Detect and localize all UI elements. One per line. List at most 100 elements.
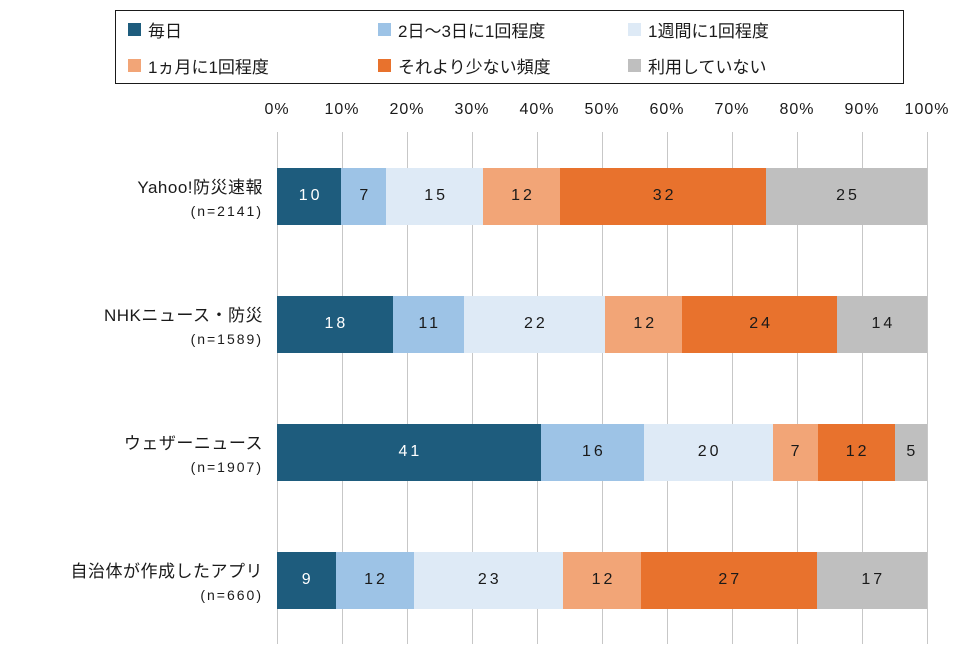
category-sample-size: (n=660) bbox=[200, 587, 263, 603]
legend-label: それより少ない頻度 bbox=[398, 57, 551, 77]
gridline bbox=[276, 132, 278, 644]
segment-value: 17 bbox=[861, 571, 886, 588]
category-label: NHKニュース・防災 (n=1589) bbox=[0, 301, 263, 347]
gridline bbox=[731, 132, 733, 644]
segment-value: 11 bbox=[418, 315, 442, 332]
legend-swatch-icon bbox=[628, 58, 641, 72]
legend-item: 1ヵ月に1回程度 bbox=[128, 53, 378, 78]
gridline bbox=[666, 132, 668, 644]
bar-segment: 17 bbox=[816, 551, 927, 609]
segment-value: 16 bbox=[581, 443, 606, 460]
gridline bbox=[406, 132, 408, 644]
bar-segment: 12 bbox=[335, 551, 414, 609]
gridline bbox=[601, 132, 603, 644]
gridline bbox=[861, 132, 863, 644]
bar-segment: 7 bbox=[341, 167, 387, 225]
bar-segment: 7 bbox=[772, 423, 818, 481]
legend-swatch-icon bbox=[128, 22, 141, 36]
segment-value: 5 bbox=[906, 443, 919, 460]
legend-item: 毎日 bbox=[128, 17, 378, 42]
legend-swatch-icon bbox=[378, 22, 391, 36]
x-axis-tick: 90% bbox=[844, 101, 880, 118]
legend-label: 毎日 bbox=[148, 21, 182, 41]
segment-value: 20 bbox=[697, 443, 722, 460]
x-axis-tick: 0% bbox=[264, 101, 290, 118]
stacked-bar: 9 12 23 12 27 17 bbox=[277, 551, 927, 609]
legend-label: 2日〜3日に1回程度 bbox=[398, 21, 546, 41]
bar-segment: 22 bbox=[463, 295, 606, 353]
legend-item: それより少ない頻度 bbox=[378, 53, 628, 78]
stacked-bar: 18 11 22 12 24 14 bbox=[277, 295, 927, 353]
legend-label: 利用していない bbox=[648, 57, 767, 77]
segment-value: 15 bbox=[424, 187, 449, 204]
segment-value: 14 bbox=[871, 315, 896, 332]
category-labels: Yahoo!防災速報 (n=2141) NHKニュース・防災 (n=1589) ウェザー… bbox=[0, 0, 263, 664]
legend-swatch-icon bbox=[128, 58, 141, 72]
x-axis-tick: 20% bbox=[389, 101, 425, 118]
segment-value: 27 bbox=[718, 571, 743, 588]
legend-item: 利用していない bbox=[628, 53, 878, 78]
segment-value: 32 bbox=[652, 187, 677, 204]
bar-segment: 23 bbox=[413, 551, 563, 609]
bar-segment: 9 bbox=[277, 551, 336, 609]
bar-segment: 41 bbox=[277, 423, 541, 481]
bar-segment: 12 bbox=[563, 551, 641, 609]
bar-segment: 25 bbox=[766, 167, 927, 225]
category-label: Yahoo!防災速報 (n=2141) bbox=[0, 173, 263, 219]
segment-value: 23 bbox=[477, 571, 502, 588]
segment-value: 7 bbox=[790, 443, 803, 460]
segment-value: 12 bbox=[591, 571, 616, 588]
x-axis-tick: 60% bbox=[649, 101, 685, 118]
gridline bbox=[341, 132, 343, 644]
category-name: ウェザーニュース bbox=[123, 434, 263, 453]
gridline bbox=[926, 132, 928, 644]
segment-value: 25 bbox=[836, 187, 860, 204]
plot-area: 10 7 15 12 32 25 18 11 22 12 24 14 41 16 20 7 12 5 9 12 23 12… bbox=[276, 132, 928, 644]
x-axis-tick: 80% bbox=[779, 101, 815, 118]
x-axis-tick: 50% bbox=[584, 101, 620, 118]
legend-swatch-icon bbox=[628, 22, 641, 36]
segment-value: 24 bbox=[749, 315, 774, 332]
segment-value: 22 bbox=[524, 315, 548, 332]
bar-segment: 12 bbox=[817, 423, 895, 481]
stacked-bar: 41 16 20 7 12 5 bbox=[277, 423, 927, 481]
gridline bbox=[471, 132, 473, 644]
category-sample-size: (n=1907) bbox=[190, 459, 263, 475]
x-axis: 0% 10% 20% 30% 40% 50% 60% 70% 80% 90% 100% bbox=[264, 101, 948, 123]
segment-value: 9 bbox=[301, 571, 314, 588]
category-name: 自治体が作成したアプリ bbox=[70, 562, 263, 581]
bar-segment: 12 bbox=[482, 167, 561, 225]
category-label: 自治体が作成したアプリ (n=660) bbox=[0, 557, 263, 603]
bar-segment: 11 bbox=[392, 295, 464, 353]
legend-label: 1週間に1回程度 bbox=[648, 21, 769, 41]
legend-label: 1ヵ月に1回程度 bbox=[148, 57, 269, 77]
legend-item: 1週間に1回程度 bbox=[628, 17, 878, 42]
segment-value: 7 bbox=[359, 187, 372, 204]
x-axis-tick: 10% bbox=[324, 101, 360, 118]
bar-segment: 24 bbox=[682, 295, 837, 353]
gridline bbox=[536, 132, 538, 644]
category-label: ウェザーニュース (n=1907) bbox=[0, 429, 263, 475]
bar-segment: 16 bbox=[540, 423, 644, 481]
x-axis-tick: 100% bbox=[904, 101, 950, 118]
legend-item: 2日〜3日に1回程度 bbox=[378, 17, 628, 42]
segment-value: 12 bbox=[511, 187, 535, 204]
gridline bbox=[796, 132, 798, 644]
bar-segment: 18 bbox=[277, 295, 393, 353]
segment-value: 12 bbox=[633, 315, 658, 332]
bar-segment: 5 bbox=[894, 423, 927, 481]
category-sample-size: (n=1589) bbox=[190, 331, 263, 347]
segment-value: 12 bbox=[364, 571, 388, 588]
segment-value: 18 bbox=[324, 315, 349, 332]
x-axis-tick: 70% bbox=[714, 101, 750, 118]
bar-segment: 14 bbox=[836, 295, 927, 353]
bar-segment: 10 bbox=[277, 167, 342, 225]
segment-value: 10 bbox=[298, 187, 323, 204]
legend-swatch-icon bbox=[378, 58, 391, 72]
x-axis-tick: 40% bbox=[519, 101, 555, 118]
bar-segment: 27 bbox=[641, 551, 817, 609]
x-axis-tick: 30% bbox=[454, 101, 490, 118]
stacked-bar: 10 7 15 12 32 25 bbox=[277, 167, 927, 225]
legend: 毎日 2日〜3日に1回程度 1週間に1回程度 1ヵ月に1回程度 それより少ない頻度 利用し… bbox=[115, 10, 904, 84]
category-name: NHKニュース・防災 bbox=[103, 306, 263, 325]
